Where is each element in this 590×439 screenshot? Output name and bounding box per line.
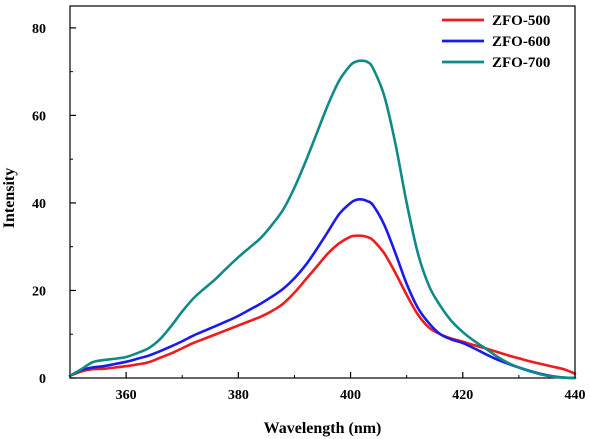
legend-label-zfo-600: ZFO-600 [492, 34, 550, 50]
legend-label-zfo-700: ZFO-700 [492, 55, 550, 71]
y-tick-label-80: 80 [32, 22, 46, 37]
ticks-group: 360 380 400 420 440 0 20 40 60 80 [32, 22, 586, 403]
plot-frame [69, 5, 576, 379]
x-tick-label-360: 360 [116, 388, 137, 403]
y-tick-label-20: 20 [32, 284, 46, 299]
x-axis-title: Wavelength (nm) [264, 420, 382, 437]
legend-label-zfo-500: ZFO-500 [492, 13, 550, 29]
y-tick-label-0: 0 [39, 372, 46, 387]
y-tick-label-60: 60 [32, 109, 46, 124]
series-line-zfo-600 [68, 198, 577, 380]
series-group [68, 59, 577, 380]
x-tick-label-420: 420 [452, 388, 473, 403]
y-tick-label-40: 40 [32, 197, 46, 212]
series-line-zfo-700 [68, 59, 577, 380]
x-tick-label-380: 380 [228, 388, 249, 403]
legend: ZFO-500 ZFO-600 ZFO-700 [442, 13, 550, 71]
x-tick-label-400: 400 [340, 388, 361, 403]
x-tick-label-440: 440 [565, 388, 586, 403]
series-line-zfo-500 [68, 234, 577, 378]
y-axis-title: Intensity [1, 168, 18, 228]
